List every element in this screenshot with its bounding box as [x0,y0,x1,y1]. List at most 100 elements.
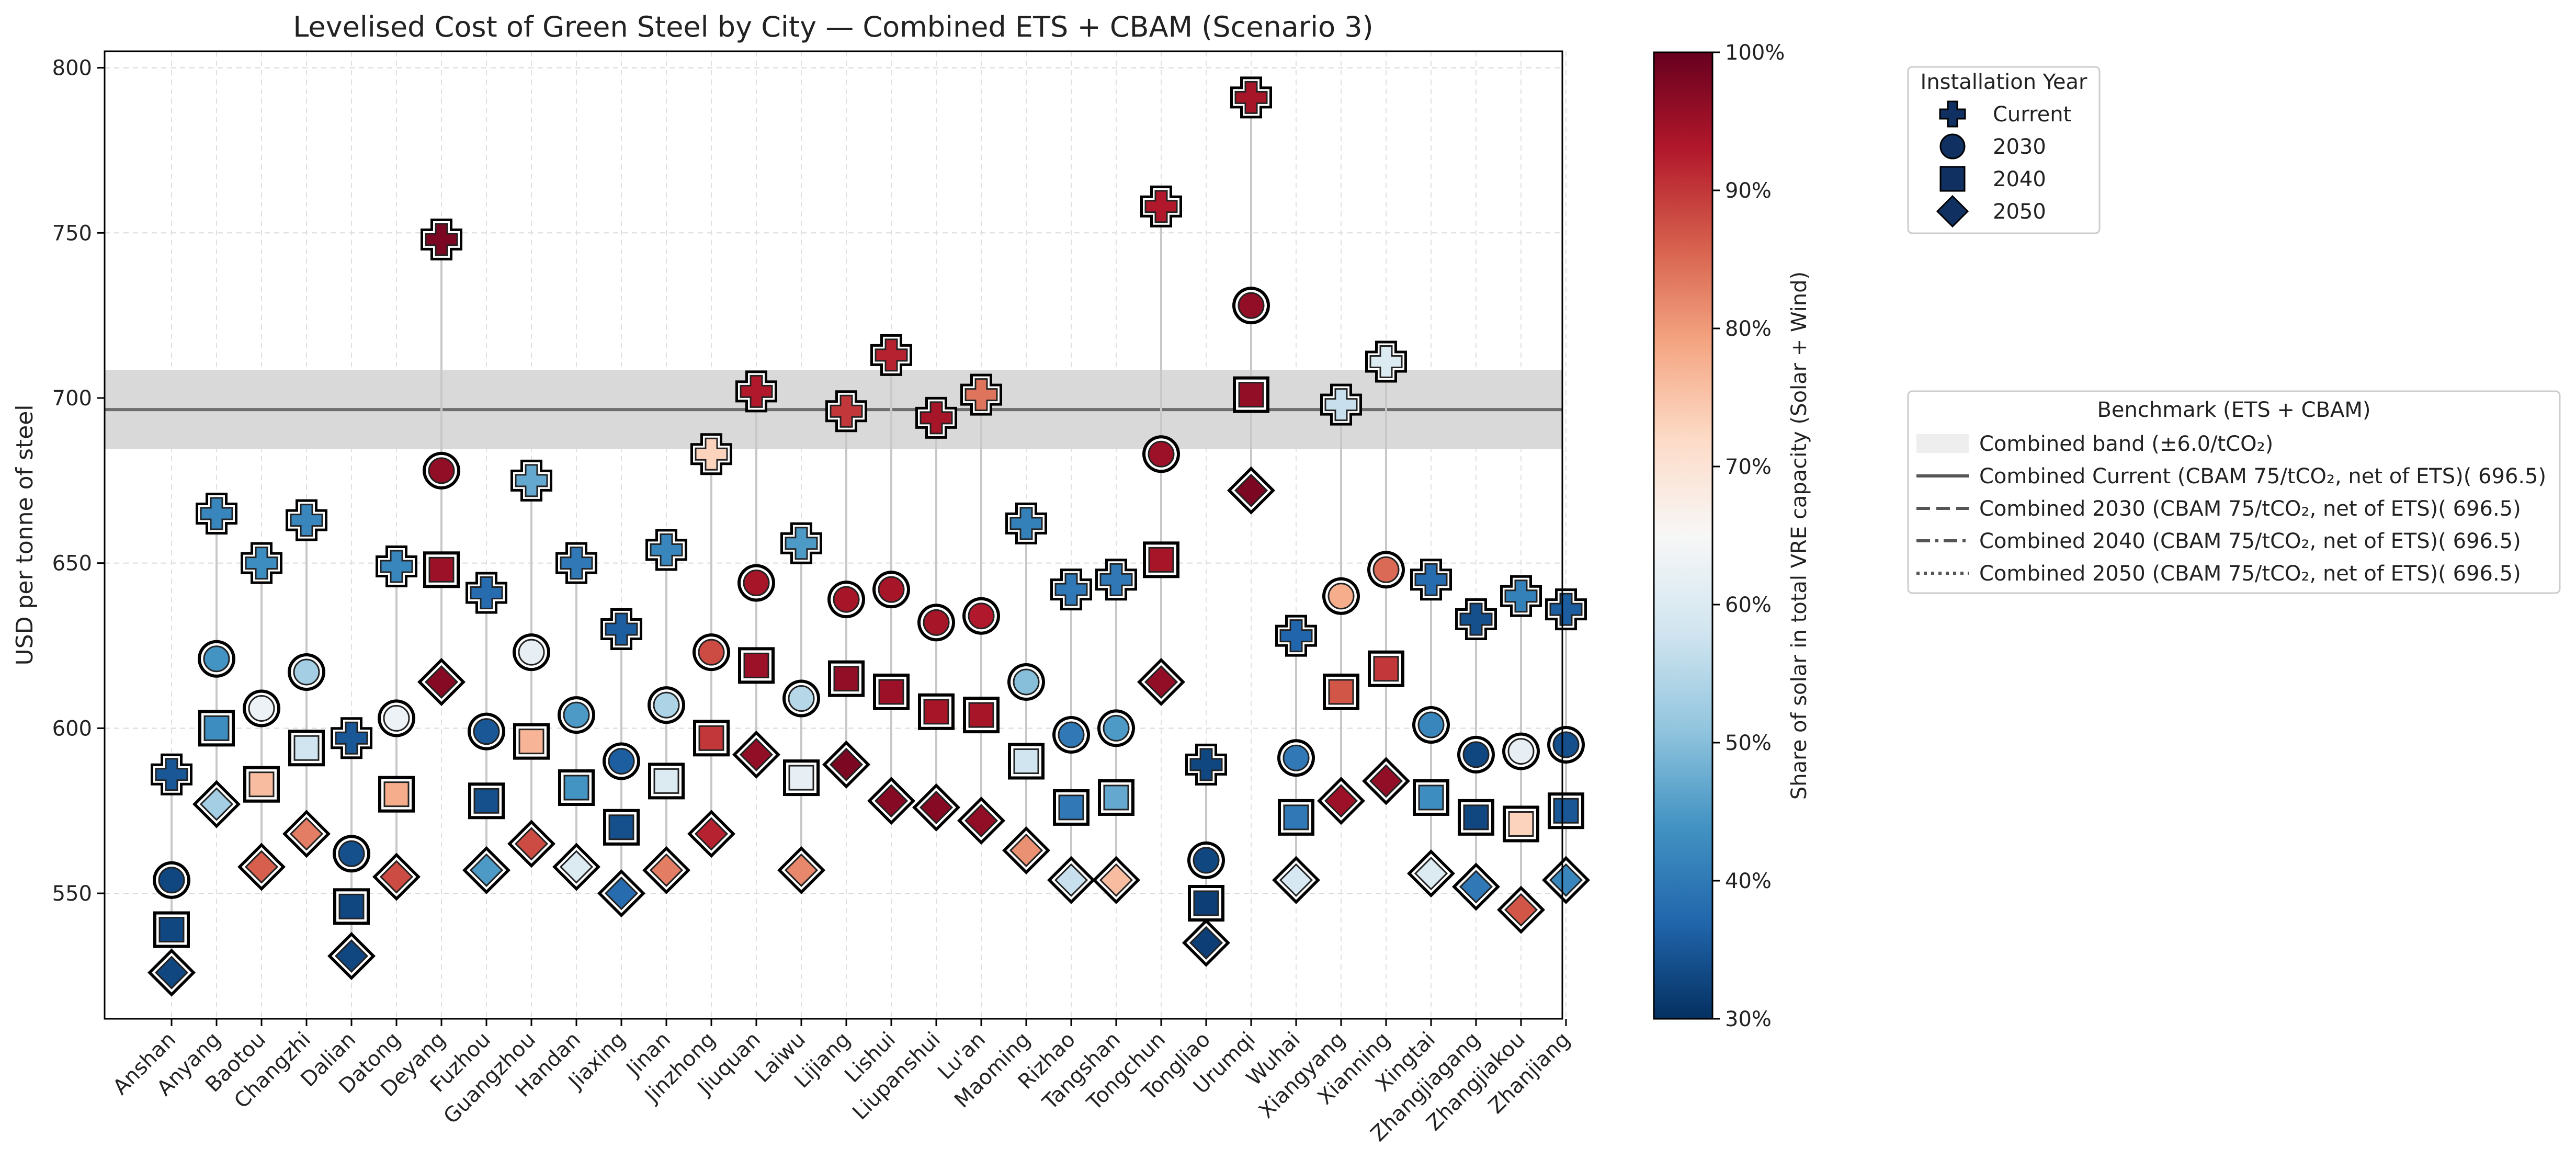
marker-plus-point [1054,573,1088,606]
marker-circle-point [698,639,725,666]
chart-title: Levelised Cost of Green Steel by City — … [293,10,1373,43]
marker-square-point [383,781,410,808]
marker-circle-point [833,586,860,613]
marker-diamond-point [289,817,324,851]
marker-diamond-point [1054,863,1088,897]
marker-circle-point [248,695,275,722]
marker-plus-point [695,437,728,471]
marker-square-point [1463,804,1489,831]
legend-year-entry: 2050 [1993,200,2046,224]
colorbar-tick-label: 30% [1725,1007,1772,1031]
marker-circle-point [1507,738,1535,765]
legend-installation-year: Installation Year Current 2030 2040 2050 [1907,66,2101,234]
legend-band-swatch [1916,434,1969,453]
marker-square-point [923,699,949,725]
marker-diamond-point [1279,863,1313,897]
marker-diamond-point [469,853,504,887]
marker-square-point [518,729,544,755]
marker-circle-point [1013,668,1040,696]
marker-plus-point [290,504,323,537]
marker-circle-point [518,639,545,666]
marker-circle-point [1327,583,1355,610]
marker-diamond-point [1414,857,1448,891]
marker-diamond-point [829,747,864,781]
marker-plus-point [380,550,413,583]
marker-diamond-point [784,853,819,887]
marker-circle-point [878,576,905,603]
marker-plus-point [1279,619,1313,653]
series-current [151,76,1587,795]
series-2050 [147,466,1590,997]
legend-marker-circle [1939,133,1966,160]
marker-circle-point [1148,440,1175,468]
marker-circle-point [1552,731,1580,758]
marker-diamond-point [604,876,639,911]
legend-benchmark-title: Benchmark (ETS + CBAM) [2097,398,2370,422]
marker-square-point [968,702,994,728]
marker-square-point [608,814,634,840]
legend-benchmark-entry: Combined band (±6.0/tCO₂) [1979,432,2273,456]
marker-plus-point [964,378,998,412]
marker-plus-point [1369,345,1403,379]
marker-square-point [1193,890,1219,916]
marker-circle-point [158,867,185,894]
marker-circle-point [968,602,995,630]
marker-circle-point [293,658,320,686]
y-tick-label: 800 [52,56,92,81]
marker-plus-point [875,338,908,372]
marker-square-point [743,652,769,678]
marker-circle-point [743,570,770,597]
marker-diamond-point [424,665,459,699]
marker-square-point [1148,547,1174,573]
marker-circle-point [1462,741,1490,768]
marker-square-point [1238,382,1264,408]
marker-square-point [1283,804,1309,831]
marker-diamond-point [514,827,549,861]
legend-benchmark-entry: Combined 2030 (CBAM 75/tCO₂, net of ETS)… [1979,497,2521,521]
marker-plus-point [1189,748,1223,781]
plot-background [105,51,1562,1019]
marker-plus-point [1414,563,1448,596]
legend-benchmark-entry: Combined 2040 (CBAM 75/tCO₂, net of ETS)… [1979,529,2521,553]
marker-square-point [1328,679,1354,705]
marker-square-point [833,666,859,692]
marker-plus-point [920,401,953,435]
marker-plus-point [155,758,188,791]
marker-diamond-point [1459,870,1493,904]
y-tick-label: 600 [52,717,92,741]
marker-circle-point [1417,711,1445,738]
marker-square-point [1553,798,1579,824]
marker-square-point [653,768,679,794]
y-tick-label: 650 [52,552,92,576]
legend-benchmark-entry: Combined Current (CBAM 75/tCO₂, net of E… [1979,464,2546,488]
marker-square-point [203,715,230,741]
legend-benchmark-box [1907,390,2561,594]
marker-plus-point [1099,563,1133,596]
marker-circle-point [338,840,365,867]
marker-plus-point [425,223,458,256]
marker-diamond-point [1369,764,1403,798]
colorbar-tick-label: 70% [1725,455,1772,479]
marker-plus-point [1324,388,1358,422]
legend-year-entry: 2030 [1993,135,2046,159]
marker-diamond-point [1549,863,1583,897]
legend-year-entry: 2040 [1993,167,2046,191]
marker-circle-point [203,645,230,673]
legend-benchmark-entry: Combined 2050 (CBAM 75/tCO₂, net of ETS)… [1979,562,2521,586]
colorbar-tick-label: 60% [1725,593,1772,617]
marker-diamond-point [559,850,594,884]
y-tick-label: 750 [52,221,92,245]
marker-diamond-point [964,804,998,838]
marker-plus-point [515,464,548,497]
marker-diamond-point [649,853,684,887]
marker-circle-point [1372,556,1400,583]
marker-square-point [338,893,365,919]
marker-circle-point [923,609,950,636]
y-tick-label: 550 [52,882,92,906]
marker-plus-point [1504,579,1538,613]
marker-diamond-point [1099,863,1133,897]
marker-plus-point [1009,507,1043,540]
marker-square-point [248,771,275,798]
colorbar: 30% 40% 50% 60% 70% 80% 90% 100% Share of solar … [1653,41,1811,1031]
